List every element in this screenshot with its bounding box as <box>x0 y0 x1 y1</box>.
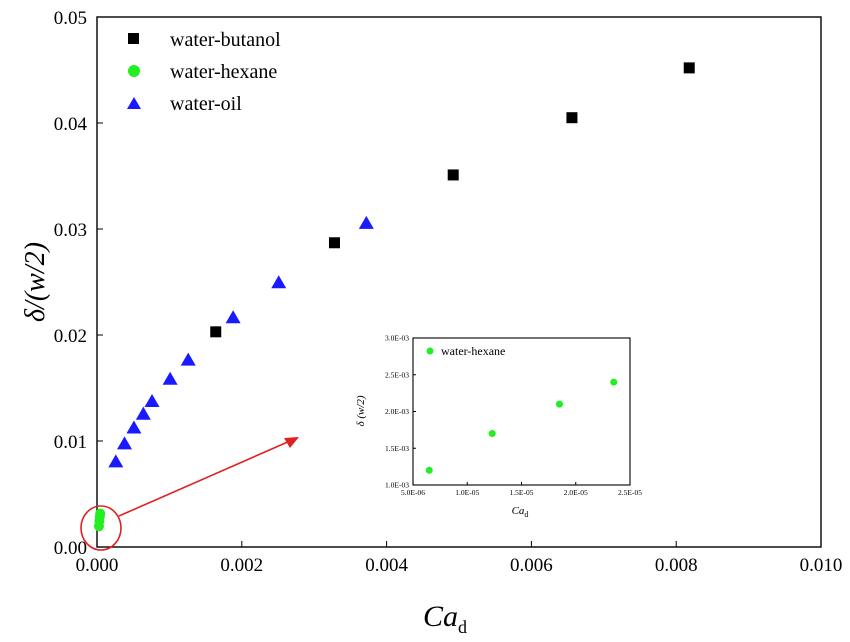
inset-x-tick-label: 2.5E-05 <box>618 488 642 497</box>
main-y-tick-label: 0.01 <box>54 432 87 453</box>
main-plot: 0.000 0.002 0.004 0.006 0.008 0.010 0.000.010… <box>20 8 842 637</box>
main-point-water-oil <box>108 454 124 468</box>
main-point-water-oil <box>225 310 241 324</box>
legend-marker-water-oil <box>127 97 141 109</box>
main-legend: water-butanol water-hexane water-oil <box>127 29 281 115</box>
main-point-water-butanol <box>447 169 459 181</box>
main-point-water-hexane <box>95 508 106 519</box>
pointer-arrow <box>118 437 299 517</box>
inset-y-tick-label: 1.5E-03 <box>385 444 409 453</box>
legend-label-water-butanol: water-butanol <box>170 29 281 51</box>
main-point-water-oil <box>117 436 133 450</box>
legend-marker-water-butanol <box>128 33 139 44</box>
main-x-tick-label: 0.004 <box>365 555 408 576</box>
inset-legend-label-water-hexane: water-hexane <box>441 344 505 358</box>
main-x-tick-label: 0.006 <box>510 555 553 576</box>
inset-y-axis-label: δ (w/2) <box>355 395 367 426</box>
legend-label-water-oil: water-oil <box>170 93 242 115</box>
main-plot-frame <box>96 16 822 548</box>
main-point-water-oil <box>180 352 196 366</box>
inset-x-tick-label: 5.0E-06 <box>401 488 425 497</box>
inset-legend: water-hexane <box>426 344 505 358</box>
main-y-tick-label: 0.03 <box>54 220 87 241</box>
inset-y-tick-label: 1.0E-03 <box>385 481 409 490</box>
highlight-ellipse <box>80 505 122 551</box>
main-x-tick-label: 0.000 <box>76 555 119 576</box>
inset-x-axis-label: Cad <box>512 505 529 519</box>
inset-x-tick-label: 1.5E-05 <box>510 488 534 497</box>
main-point-water-oil <box>126 420 142 434</box>
main-y-tick-label: 0.02 <box>54 326 87 347</box>
inset-y-tick-label: 2.5E-03 <box>385 370 409 379</box>
main-y-tick-label: 0.05 <box>54 8 87 29</box>
main-x-tick-label: 0.010 <box>800 555 843 576</box>
inset-x-ticks: 5.0E-06 1.0E-05 1.5E-05 2.0E-05 2.5E-05 <box>401 482 642 497</box>
legend-label-water-hexane: water-hexane <box>170 61 277 83</box>
main-point-water-oil <box>271 275 287 289</box>
main-y-ticks: 0.00 0.01 0.02 0.03 0.04 0.05 <box>54 8 103 559</box>
main-point-water-oil <box>135 406 151 420</box>
inset-x-axis-label-subscript: d <box>524 510 528 519</box>
main-point-water-oil <box>144 393 160 407</box>
main-x-axis-label-subscript: d <box>458 617 467 637</box>
main-point-water-oil <box>162 371 178 385</box>
inset-y-tick-label: 2.0E-03 <box>385 407 409 416</box>
main-x-axis-label: Cad <box>423 600 467 637</box>
inset-legend-marker-water-hexane <box>426 347 434 355</box>
main-point-water-butanol <box>328 237 340 249</box>
main-point-water-butanol <box>210 326 222 338</box>
inset-point-water-hexane <box>555 400 563 408</box>
inset-plot: 5.0E-06 1.0E-05 1.5E-05 2.0E-05 2.5E-05 1.0E… <box>355 334 642 520</box>
legend-marker-water-hexane <box>128 65 140 77</box>
inset-x-tick-label: 2.0E-05 <box>564 488 588 497</box>
main-point-water-butanol <box>566 112 578 124</box>
inset-point-water-hexane <box>425 466 433 474</box>
main-y-tick-label: 0.04 <box>54 114 88 135</box>
main-x-tick-label: 0.008 <box>655 555 698 576</box>
main-x-tick-label: 0.002 <box>220 555 263 576</box>
inset-data-points <box>425 378 618 474</box>
main-y-tick-label: 0.00 <box>54 538 87 559</box>
inset-point-water-hexane <box>488 430 496 438</box>
main-y-axis-label: δ/(w/2) <box>20 242 51 322</box>
main-x-ticks: 0.000 0.002 0.004 0.006 0.008 0.010 <box>76 541 843 576</box>
inset-y-ticks: 1.0E-03 1.5E-03 2.0E-03 2.5E-03 3.0E-03 <box>385 334 416 490</box>
inset-x-tick-label: 1.0E-05 <box>455 488 479 497</box>
inset-plot-frame <box>412 337 631 486</box>
inset-y-tick-label: 3.0E-03 <box>385 334 409 343</box>
main-point-water-oil <box>358 215 374 229</box>
main-point-water-butanol <box>683 62 695 74</box>
inset-point-water-hexane <box>610 378 618 386</box>
main-data-points <box>93 62 695 532</box>
